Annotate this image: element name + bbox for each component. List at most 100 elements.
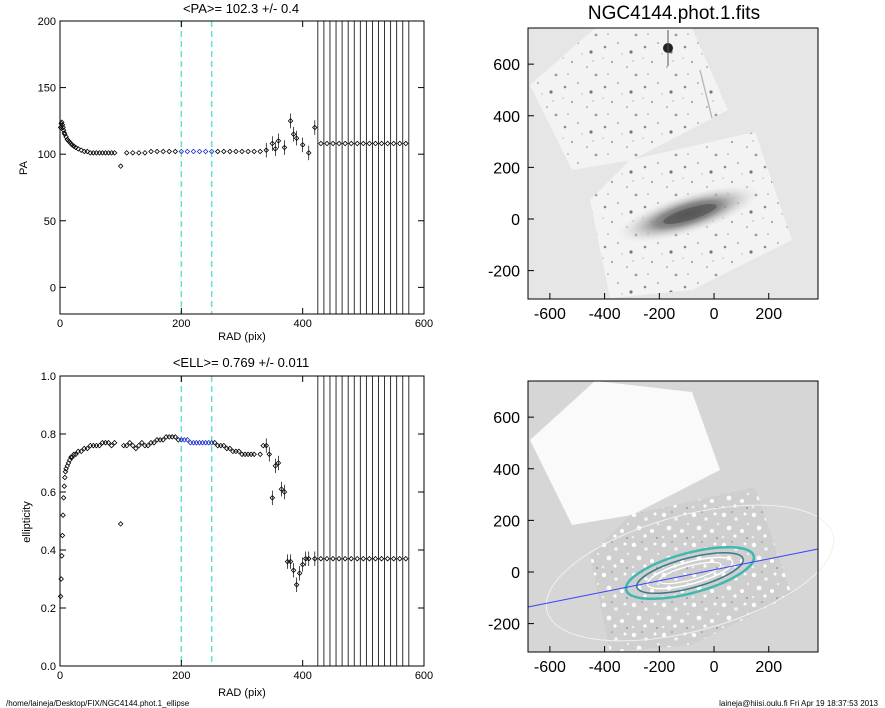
ell-data-point — [257, 451, 263, 458]
pa-data-point — [123, 150, 130, 156]
pa-x-tick-label: 0 — [57, 318, 63, 330]
pa-data-point — [312, 124, 318, 131]
ell-data-points — [57, 434, 409, 600]
ell-data-point — [151, 439, 157, 446]
pa-data-point — [305, 150, 312, 156]
ell-y-tick-label: 0.0 — [41, 661, 56, 673]
pa-data-point — [75, 146, 81, 152]
fits-image-y-ticks: -200 0 200 400 600 — [488, 57, 534, 281]
ell-data-point — [233, 448, 239, 455]
pa-data-point — [281, 144, 288, 151]
ell-vertical-lines — [317, 376, 410, 666]
pa-x-ticks: 0 200 400 600 — [57, 21, 433, 330]
pa-y-tick-label: 150 — [38, 83, 56, 95]
pa-data-point — [148, 148, 154, 155]
ell-data-point — [290, 567, 297, 574]
ell-data-point — [296, 570, 303, 576]
pa-data-point — [245, 148, 251, 155]
ell-data-point — [60, 495, 67, 501]
ell-data-point — [136, 442, 142, 449]
pa-data-point — [342, 140, 348, 147]
isophote-ring-3 — [646, 556, 734, 590]
ell-data-point — [123, 442, 130, 449]
pa-data-point — [227, 148, 233, 155]
ell-data-point — [366, 555, 373, 562]
ell-data-point — [275, 460, 282, 466]
pa-plot: <PA>= 102.3 +/- 0.4 0 200 400 600 0 50 100 150… — [18, 1, 433, 343]
pa-data-point — [208, 148, 215, 155]
ell-data-point — [336, 555, 342, 562]
pa-data-point — [142, 150, 148, 156]
ell-data-point — [403, 555, 409, 562]
pa-data-point — [172, 148, 179, 155]
fits-y-tick-label: 400 — [493, 109, 520, 126]
pa-y-tick-label: 100 — [38, 149, 56, 161]
pa-data-point — [78, 147, 84, 153]
isophote-x-tick-label: -200 — [643, 659, 675, 676]
ell-data-point — [81, 445, 88, 452]
ell-data-point — [263, 442, 270, 449]
isophote-y-tick-label: 200 — [493, 513, 520, 530]
ell-data-point — [187, 439, 194, 446]
ell-y-tick-label: 0.2 — [41, 603, 56, 615]
ell-x-tick-label: 600 — [415, 670, 433, 682]
pa-data-point — [396, 140, 403, 147]
ell-data-point — [57, 593, 64, 600]
pa-data-point — [154, 148, 160, 155]
ell-data-point — [299, 561, 306, 568]
pa-data-point — [136, 150, 142, 156]
image-upper-chip — [530, 28, 728, 170]
ell-data-point — [184, 437, 191, 443]
isophote-x-tick-label: 0 — [710, 659, 719, 676]
position-angle-line — [527, 548, 819, 608]
ell-fit-range-lines — [180, 376, 213, 666]
fits-y-tick-label: 0 — [511, 212, 520, 229]
pa-data-point — [221, 148, 227, 155]
pa-data-point — [290, 131, 297, 137]
ell-data-point — [133, 445, 139, 452]
ell-data-point — [145, 442, 151, 449]
ell-data-point — [154, 437, 160, 443]
ell-data-point — [61, 483, 68, 489]
fits-image-title: NGC4144.phot.1.fits — [588, 3, 760, 24]
ell-data-point — [196, 439, 203, 446]
ell-data-point — [378, 555, 385, 562]
fits-image-panel: NGC4144.phot.1.fits -600 -400 -200 0 200 -20… — [488, 3, 819, 323]
ell-data-point — [266, 451, 273, 458]
isophote-x-ticks: -600 -400 -200 0 200 — [534, 646, 782, 676]
pa-data-point — [239, 148, 245, 155]
ell-data-point — [120, 442, 127, 449]
pa-data-point — [372, 140, 379, 147]
pa-x-axis-label: RAD (pix) — [218, 331, 266, 343]
ell-data-point — [102, 439, 109, 446]
isophote-y-tick-label: 400 — [493, 462, 520, 479]
ell-data-point — [211, 439, 218, 446]
pa-data-point — [130, 150, 136, 156]
ell-data-point — [342, 555, 348, 562]
isophote-ring-2 — [635, 551, 745, 595]
pa-data-point — [93, 150, 100, 156]
ell-y-ticks: 0.0 0.2 0.4 0.6 0.8 1.0 — [41, 371, 424, 673]
fits-x-tick-label: -600 — [534, 306, 566, 323]
chip-gap-line — [699, 69, 713, 119]
pa-data-point — [251, 148, 257, 155]
pa-data-point — [336, 140, 342, 147]
ell-data-point — [372, 555, 379, 562]
ell-data-point — [71, 451, 77, 458]
pa-data-point — [178, 148, 185, 155]
ell-plot-title: <ELL>= 0.769 +/- 0.011 — [173, 355, 309, 370]
pa-data-point — [360, 140, 367, 147]
ell-data-point — [139, 439, 145, 446]
ell-y-tick-label: 0.8 — [41, 429, 56, 441]
ellipticity-plot: <ELL>= 0.769 +/- 0.011 0 200 400 600 0.0 0.2… — [21, 355, 433, 699]
pa-data-point — [287, 118, 294, 124]
ell-data-point — [278, 486, 285, 492]
fits-y-tick-label: 200 — [493, 160, 520, 177]
ell-data-point — [199, 439, 206, 446]
isophote-ring-1 — [624, 545, 756, 601]
ell-data-point — [172, 434, 179, 440]
ell-data-point — [59, 532, 66, 539]
pa-plot-title: <PA>= 102.3 +/- 0.4 — [183, 1, 299, 16]
pa-data-point — [293, 135, 300, 141]
